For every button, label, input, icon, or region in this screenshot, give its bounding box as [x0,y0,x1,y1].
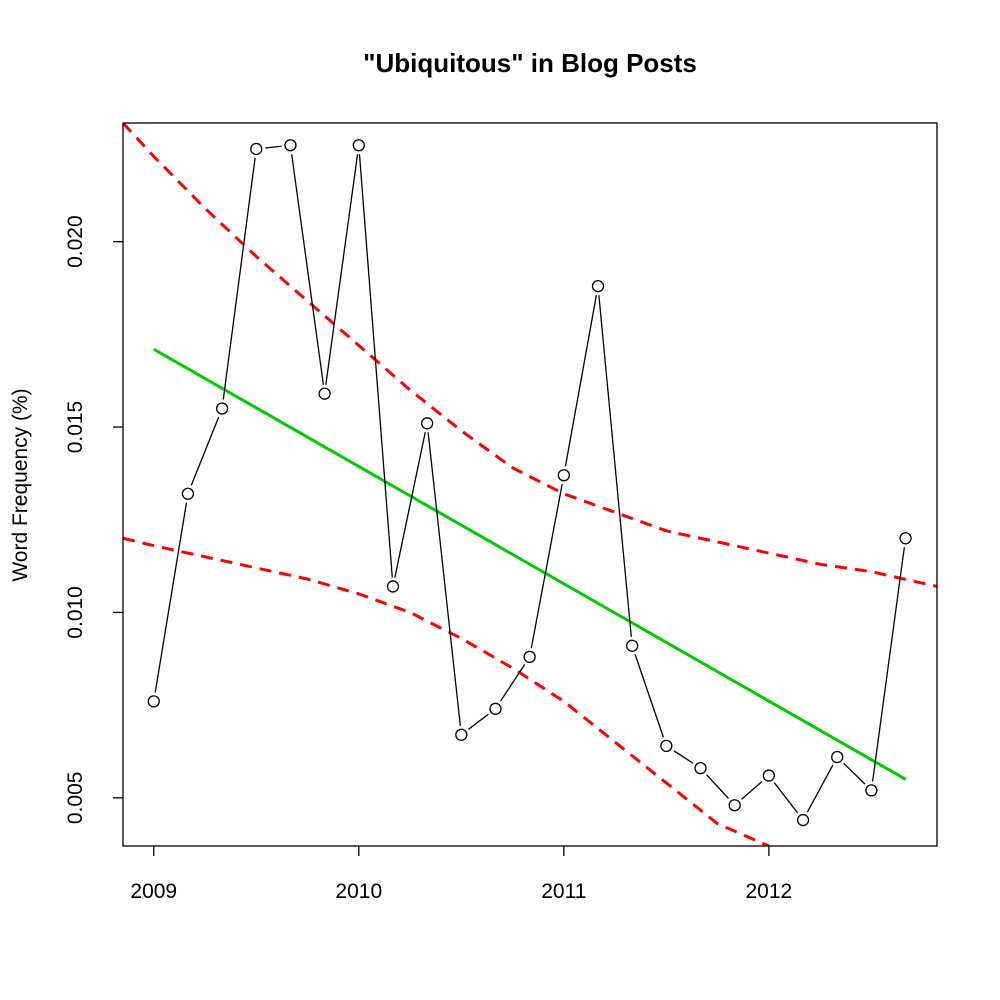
y-tick-label-0.015: 0.015 [64,401,87,454]
data-point [557,469,570,482]
trend-line [153,347,907,781]
data-point [147,695,160,708]
observed-segment [325,154,359,385]
y-tick-label-0.010: 0.010 [64,586,87,639]
y-tick-label-0.005: 0.005 [64,772,87,825]
data-point [250,142,263,156]
plot-frame [122,122,938,847]
observed-segment [499,664,526,702]
observed-segment [468,713,489,730]
y-axis-label: Word Frequency (%) [9,388,32,581]
observed-segment [291,154,325,385]
observed-segment [843,762,866,785]
data-point [626,639,639,652]
observed-segment [394,431,426,578]
observed-segment [741,780,763,800]
observed-segment [154,502,188,693]
observed-segment [564,294,598,467]
data-point [284,139,297,152]
data-point [181,487,195,500]
data-point [318,387,331,400]
data-point [523,650,536,664]
plot-area [123,123,937,846]
data-point [420,417,434,430]
observed-segment [871,547,906,782]
observed-segment [190,416,220,486]
observed-segment [358,154,393,578]
data-point [831,750,844,764]
x-tick-label-2009: 2009 [130,880,177,903]
data-point [899,532,912,545]
data-point [796,813,810,827]
data-point [386,580,400,593]
observed-segment [222,157,256,400]
data-point [455,728,468,741]
observed-segment [706,774,730,800]
data-points [147,139,912,827]
data-point [865,784,878,797]
x-tick-label-2010: 2010 [335,880,382,903]
observed-segment [530,483,563,649]
observed-segment [806,764,834,813]
upper-bound-line [123,123,937,588]
data-point [489,702,502,715]
observed-segment [427,432,461,726]
y-tick-label-0.020: 0.020 [64,215,87,268]
data-point [215,402,229,415]
observed-segment [673,750,694,764]
x-tick-label-2012: 2012 [746,880,793,903]
observed-segment [265,145,282,149]
chart-title: "Ubiquitous" in Blog Posts [363,48,697,78]
data-point [728,799,741,812]
data-point [352,139,365,152]
x-tick-label-2011: 2011 [541,880,586,903]
observed-segment [773,782,799,814]
axes: 2009 2010 2011 2012 0.005 0.010 0.015 0.020 [64,215,792,903]
data-point [694,761,707,775]
lower-bound-line [123,536,770,846]
data-point [660,739,673,753]
observed-segment [634,654,665,738]
observed-segment [598,295,632,637]
data-point [762,769,776,782]
data-point [591,279,605,293]
